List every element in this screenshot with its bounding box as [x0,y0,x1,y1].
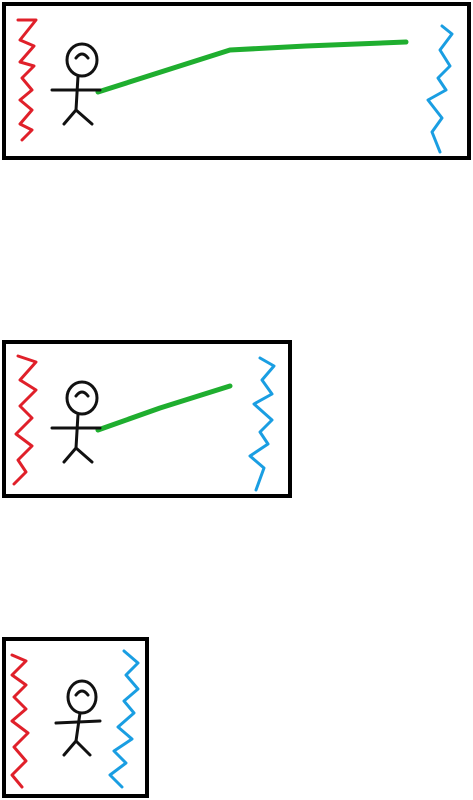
left-wall-squiggle [10,653,30,789]
panel-wide [2,2,471,160]
left-wall-squiggle [12,354,38,486]
stick-figure [54,679,102,757]
panel-medium-drawing [12,354,276,492]
right-wall-squiggle [108,649,140,789]
panel-wide-drawing [16,18,454,154]
right-wall-squiggle [248,356,276,492]
right-wall-squiggle [426,24,454,154]
stick-figure [50,380,102,464]
stick-figure [50,42,102,126]
left-wall-squiggle [16,18,38,142]
green-beam-long [95,39,409,95]
panel-medium [2,340,292,498]
panel-narrow-drawing [10,649,140,789]
panel-narrow [2,637,149,798]
green-beam-short [95,383,233,433]
